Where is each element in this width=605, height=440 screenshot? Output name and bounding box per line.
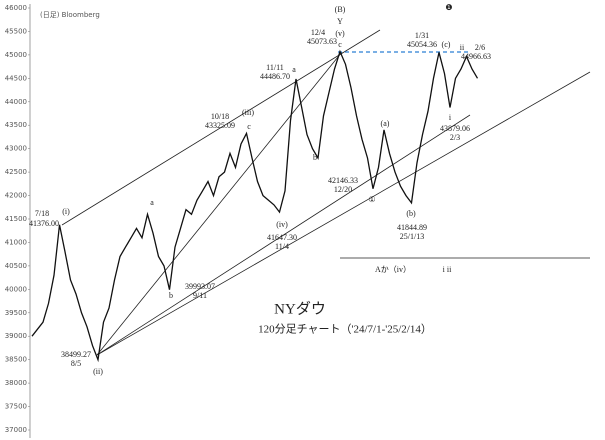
annotation: c <box>338 40 342 49</box>
annotation: a <box>150 198 154 207</box>
y-tick-label: 42500 <box>5 168 27 176</box>
y-tick-label: 44500 <box>5 74 27 82</box>
trend-line <box>61 29 381 226</box>
annotation: a <box>292 65 296 74</box>
y-tick-label: 40500 <box>5 262 27 270</box>
annotation: 43325.09 <box>205 121 235 130</box>
y-tick-label: 45000 <box>5 51 27 59</box>
annotation: (B) <box>335 5 346 14</box>
price-line <box>31 49 479 363</box>
source: (日足) Bloomberg <box>40 11 100 19</box>
annotation: b <box>169 291 173 300</box>
annotation: 2/3 <box>450 133 460 142</box>
y-tick-label: 38000 <box>5 379 27 387</box>
annotation: 39993.07 <box>185 282 215 291</box>
y-tick-label: 43000 <box>5 145 27 153</box>
annotation: 41376.00 <box>29 219 59 228</box>
annotation: 44486.70 <box>260 72 290 81</box>
y-tick-label: 41000 <box>5 238 27 246</box>
annotation: 10/18 <box>211 112 229 121</box>
y-tick-label: 42000 <box>5 192 27 200</box>
annotation: Y <box>337 17 343 26</box>
annotation: 7/18 <box>35 209 49 218</box>
annotation: c <box>247 122 251 131</box>
trend-line <box>96 71 591 356</box>
annotation: (i) <box>62 207 70 216</box>
annotation: 12/4 <box>311 28 325 37</box>
annotation: ❶ <box>445 3 452 12</box>
annotation: 11/4 <box>275 242 289 251</box>
annotation: (b) <box>406 209 416 218</box>
chart-subtitle: 120分足チャート（'24/7/1-'25/2/14） <box>258 323 432 336</box>
annotation: 2/6 <box>475 43 485 52</box>
chart-title: NYダウ <box>274 300 326 317</box>
annotation: 45073.63 <box>307 37 337 46</box>
annotation: 11/11 <box>266 63 284 72</box>
annotation: 38499.27 <box>61 350 91 359</box>
annotation: ① <box>368 195 375 204</box>
annotation: (iii) <box>242 108 254 117</box>
annotation: (a) <box>381 119 390 128</box>
annotation: 41647.30 <box>267 233 297 242</box>
annotation: ii <box>460 43 465 52</box>
annotation: 42146.33 <box>328 176 358 185</box>
annotation: 41844.89 <box>397 223 427 232</box>
y-tick-label: 37000 <box>5 426 27 434</box>
y-tick-label: 40000 <box>5 285 27 293</box>
y-tick-label: 38500 <box>5 356 27 364</box>
annotation: 45054.36 <box>407 40 437 49</box>
y-tick-label: 39500 <box>5 309 27 317</box>
trend-line <box>96 114 471 356</box>
y-tick-label: 43500 <box>5 121 27 129</box>
annotation: i ii <box>443 265 452 274</box>
annotation: (iv) <box>276 220 288 229</box>
y-tick-label: 39000 <box>5 332 27 340</box>
annotation: 1/31 <box>415 31 429 40</box>
annotation: 43879.06 <box>440 124 470 133</box>
y-tick-label: 44000 <box>5 98 27 106</box>
annotation: Aか（iv） <box>375 265 411 274</box>
annotation: 44966.63 <box>461 52 491 61</box>
annotation: 12/20 <box>334 185 352 194</box>
annotation: (ii) <box>93 367 103 376</box>
annotation: 25/1/13 <box>400 232 424 241</box>
annotation: i <box>449 113 452 122</box>
y-tick-label: 37500 <box>5 403 27 411</box>
annotation: 8/5 <box>71 359 81 368</box>
y-tick-label: 41500 <box>5 215 27 223</box>
annotation: (c) <box>442 40 451 49</box>
annotation: (v) <box>335 29 345 38</box>
y-tick-label: 46000 <box>5 4 27 12</box>
annotation: b <box>313 153 317 162</box>
y-tick-label: 45500 <box>5 27 27 35</box>
annotation: 9/11 <box>193 291 207 300</box>
